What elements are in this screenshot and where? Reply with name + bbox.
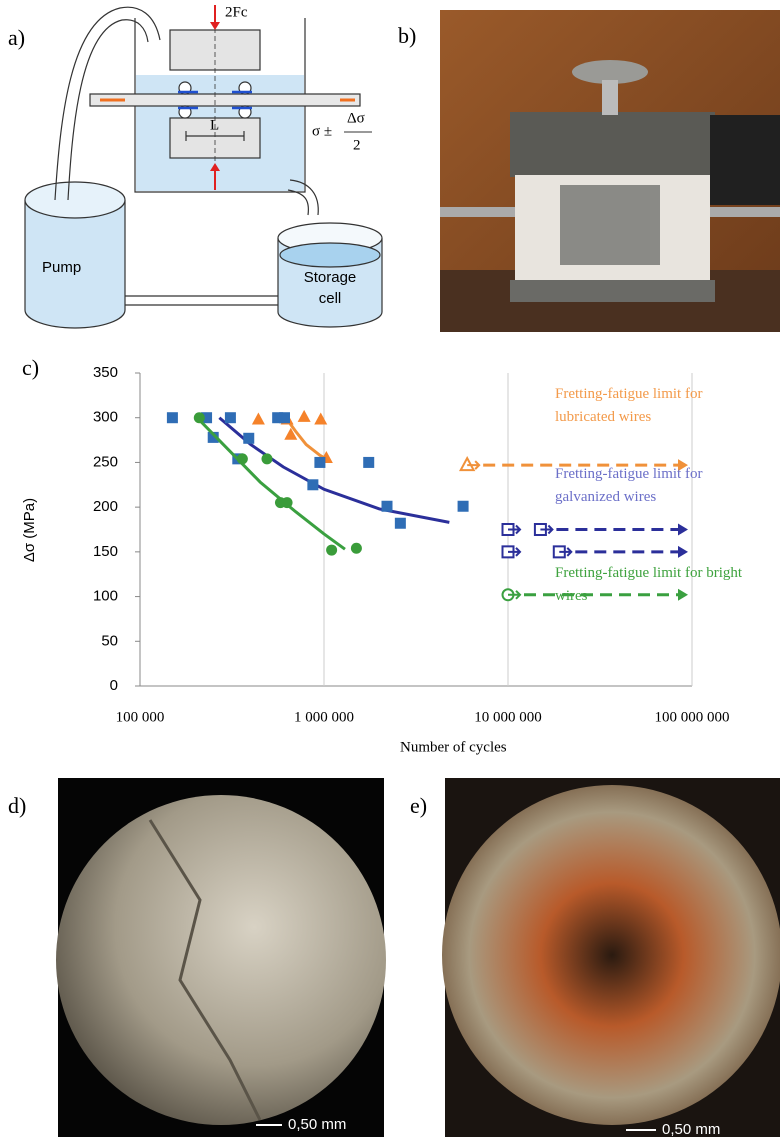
stress-label: Δσ — [347, 110, 365, 126]
y-tick-label: 350 — [93, 364, 118, 381]
data-point — [314, 457, 325, 468]
scale-label: 0,50 mm — [662, 1121, 720, 1137]
data-point — [225, 412, 236, 423]
data-point — [282, 497, 293, 508]
data-point — [314, 413, 327, 425]
data-point — [252, 413, 265, 425]
limit-arrow-head — [678, 524, 688, 536]
y-tick-label: 100 — [93, 588, 118, 605]
data-point — [307, 479, 318, 490]
y-tick-label: 200 — [93, 498, 118, 515]
data-point — [167, 412, 178, 423]
panel-label: b) — [398, 23, 416, 48]
data-point — [326, 545, 337, 556]
data-point — [298, 410, 311, 422]
y-tick-label: 250 — [93, 453, 118, 470]
series-annotation: Fretting-fatigue limit for galvanized wi… — [555, 463, 755, 509]
data-point — [194, 412, 205, 423]
data-point — [261, 453, 272, 464]
data-point — [351, 543, 362, 554]
storage-label: cell — [319, 290, 342, 307]
data-point — [279, 412, 290, 423]
scale-label: 0,50 mm — [288, 1116, 346, 1133]
photo-rig — [440, 10, 780, 332]
y-tick-label: 300 — [93, 409, 118, 426]
x-tick-label: 100 000 000 — [655, 709, 730, 725]
x-tick-label: 10 000 000 — [474, 709, 542, 725]
data-point — [458, 501, 469, 512]
series-annotation: Fretting-fatigue limit for bright wires — [555, 562, 755, 608]
x-tick-label: 100 000 — [116, 709, 165, 725]
stress-label: σ ± — [312, 123, 332, 139]
panel-label: a) — [8, 25, 25, 50]
data-point — [243, 433, 254, 444]
data-point — [363, 457, 374, 468]
length-label: L — [210, 117, 219, 133]
y-tick-label: 150 — [93, 543, 118, 560]
wire-section — [442, 785, 780, 1125]
x-tick-label: 1 000 000 — [294, 709, 354, 725]
force-label: 2Fc — [225, 4, 248, 20]
storage-label: Storage — [304, 269, 357, 286]
panel-label: e) — [410, 793, 427, 818]
y-tick-label: 50 — [101, 632, 118, 649]
page: a) b) c) d) e) 2Fc L σ ± Δσ 2 Pump Stora… — [0, 0, 780, 1137]
stress-label: 2 — [353, 137, 361, 153]
data-point — [395, 518, 406, 529]
data-point — [237, 453, 248, 464]
pump-label: Pump — [42, 259, 81, 276]
panel-label: d) — [8, 793, 26, 818]
wire-section — [56, 795, 386, 1125]
x-axis-title: Number of cycles — [400, 739, 507, 755]
data-point — [382, 501, 393, 512]
series-annotation: Fretting-fatigue limit for lubricated wi… — [555, 383, 755, 429]
y-axis-title: Δσ (MPa) — [21, 498, 38, 562]
panel-label: c) — [22, 355, 39, 380]
y-tick-label: 0 — [110, 677, 118, 694]
limit-arrow-head — [678, 546, 688, 558]
